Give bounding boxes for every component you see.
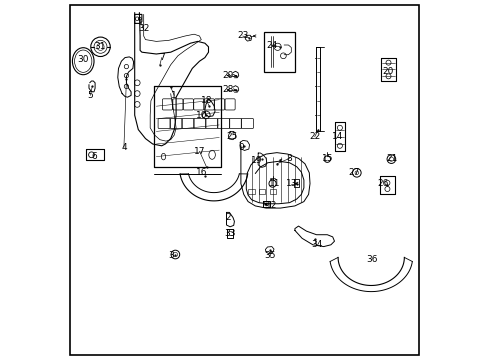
Text: 26: 26: [377, 179, 388, 188]
Text: 21: 21: [386, 154, 397, 163]
Text: 8: 8: [286, 154, 292, 163]
Text: 31: 31: [94, 42, 105, 51]
Text: 28: 28: [222, 85, 234, 94]
Text: 20: 20: [382, 68, 393, 77]
Text: 7: 7: [159, 53, 164, 62]
Text: 9: 9: [238, 143, 244, 152]
Text: 2: 2: [225, 213, 231, 222]
Text: 36: 36: [366, 255, 377, 264]
Text: 15: 15: [321, 154, 332, 163]
Text: 29: 29: [222, 71, 234, 80]
Text: 27: 27: [348, 168, 359, 177]
Bar: [269, 189, 276, 194]
Text: 3: 3: [167, 251, 173, 260]
Bar: [264, 32, 294, 72]
Text: 35: 35: [264, 251, 275, 260]
Text: 32: 32: [138, 24, 149, 33]
Bar: [247, 189, 254, 194]
Text: 33: 33: [224, 230, 235, 239]
Text: 12: 12: [265, 201, 277, 210]
Text: 25: 25: [226, 132, 237, 141]
Text: 14: 14: [332, 132, 343, 141]
Text: 11: 11: [269, 179, 280, 188]
Text: 1: 1: [171, 91, 177, 100]
Text: 30: 30: [77, 55, 89, 64]
Text: 18: 18: [201, 96, 212, 105]
Text: 5: 5: [87, 91, 93, 100]
Text: 10: 10: [195, 111, 206, 120]
Text: 19: 19: [251, 156, 263, 165]
Text: 22: 22: [308, 132, 320, 141]
Text: 34: 34: [310, 240, 322, 249]
Text: 6: 6: [91, 152, 97, 161]
Text: 24: 24: [265, 40, 277, 49]
Text: 17: 17: [193, 147, 205, 156]
Text: 13: 13: [285, 179, 296, 188]
Text: 16: 16: [195, 168, 206, 177]
Bar: [258, 189, 265, 194]
Text: 23: 23: [237, 31, 248, 40]
Text: 4: 4: [121, 143, 126, 152]
